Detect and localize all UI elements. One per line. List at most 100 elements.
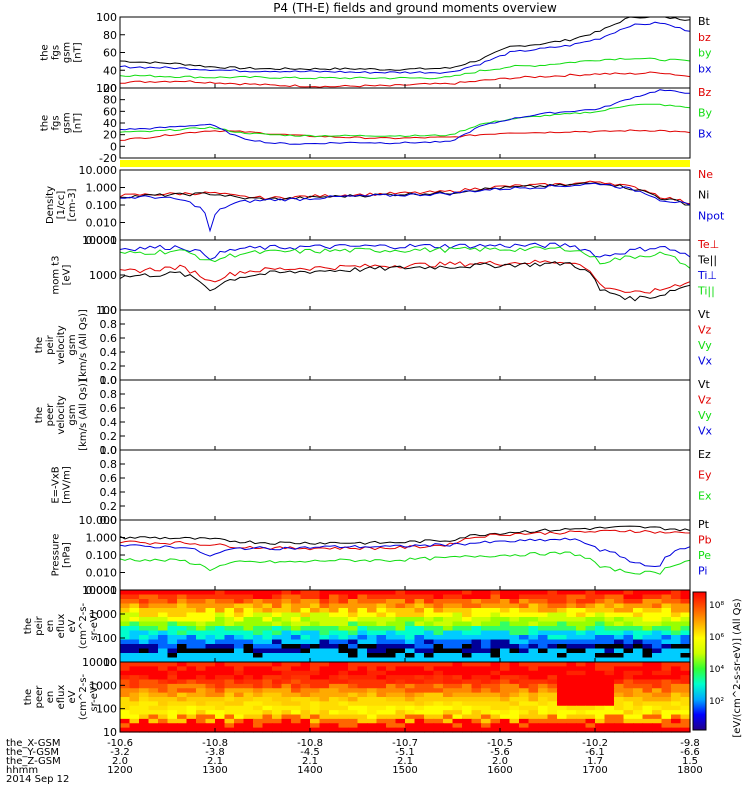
heatmap-cell xyxy=(329,594,340,600)
heatmap-cell xyxy=(661,648,672,654)
heatmap-cell xyxy=(443,718,454,724)
heatmap-cell xyxy=(576,692,587,698)
heatmap-cell xyxy=(215,653,226,659)
heatmap-cell xyxy=(386,718,397,724)
heatmap-cell xyxy=(642,697,653,702)
heatmap-cell xyxy=(585,727,596,733)
heatmap-cell xyxy=(243,590,254,596)
heatmap-cell xyxy=(319,714,330,720)
heatmap-cell xyxy=(424,697,435,702)
heatmap-cell xyxy=(310,657,321,663)
x-axis-value: 2.1 xyxy=(397,756,413,767)
heatmap-cell xyxy=(243,670,254,676)
heatmap-cell xyxy=(595,718,606,724)
heatmap-cell xyxy=(120,639,131,645)
heatmap-cell xyxy=(623,718,634,724)
heatmap-cell xyxy=(433,718,444,724)
heatmap-cell xyxy=(405,666,416,672)
heatmap-cell xyxy=(376,644,387,650)
heatmap-cell xyxy=(139,612,150,618)
heatmap-cell xyxy=(148,727,159,733)
heatmap-cell xyxy=(633,590,644,596)
heatmap-cell xyxy=(538,714,549,720)
heatmap-cell xyxy=(367,697,378,702)
heatmap-cell xyxy=(509,594,520,600)
heatmap-cell xyxy=(547,653,558,659)
heatmap-cell xyxy=(566,590,577,596)
heatmap-cell xyxy=(139,670,150,676)
heatmap-cell xyxy=(338,612,349,618)
heatmap-cell xyxy=(528,670,539,676)
heatmap-cell xyxy=(243,630,254,636)
heatmap-cell xyxy=(329,697,340,702)
heatmap-cell xyxy=(215,617,226,623)
heatmap-cell xyxy=(386,626,397,632)
heatmap-cell xyxy=(319,648,330,654)
heatmap-cell xyxy=(158,701,169,707)
heatmap-cell xyxy=(329,653,340,659)
y-axis-label: peir xyxy=(34,615,45,635)
heatmap-cell xyxy=(395,718,406,724)
heatmap-cell xyxy=(139,621,150,627)
heatmap-cell xyxy=(357,599,368,605)
y-axis-label: the xyxy=(34,337,45,353)
heatmap-cell xyxy=(585,718,596,724)
heatmap-cell xyxy=(452,653,463,659)
heatmap-cell xyxy=(215,727,226,733)
heatmap-cell xyxy=(215,718,226,724)
heatmap-cell xyxy=(566,688,577,694)
x-axis-value: -10.8 xyxy=(202,738,228,749)
heatmap-cell xyxy=(139,679,150,685)
heatmap-cell xyxy=(310,621,321,627)
heatmap-cell xyxy=(500,653,511,659)
heatmap-cell xyxy=(310,714,321,720)
heatmap-cell xyxy=(300,666,311,672)
heatmap-cell xyxy=(186,657,197,663)
heatmap-cell xyxy=(310,723,321,729)
heatmap-cell xyxy=(481,666,492,672)
heatmap-cell xyxy=(547,718,558,724)
heatmap-cell xyxy=(661,639,672,645)
heatmap-cell xyxy=(576,688,587,694)
heatmap-cell xyxy=(585,701,596,707)
y-tick-label: 0.8 xyxy=(100,458,118,471)
heatmap-cell xyxy=(462,599,473,605)
heatmap-cell xyxy=(604,688,615,694)
heatmap-cell xyxy=(576,701,587,707)
heatmap-cell xyxy=(177,617,188,623)
heatmap-cell xyxy=(148,670,159,676)
heatmap-cell xyxy=(300,662,311,667)
heatmap-cell xyxy=(671,653,682,659)
heatmap-cell xyxy=(405,603,416,609)
heatmap-cell xyxy=(167,648,178,654)
heatmap-cell xyxy=(661,723,672,729)
heatmap-cell xyxy=(481,710,492,716)
heatmap-cell xyxy=(376,653,387,659)
y-tick-label: 1000 xyxy=(89,269,117,282)
heatmap-cell xyxy=(300,644,311,650)
heatmap-cell xyxy=(443,692,454,698)
heatmap-cell xyxy=(348,675,359,681)
heatmap-cell xyxy=(262,727,273,733)
heatmap-cell xyxy=(585,683,596,689)
heatmap-cell xyxy=(443,621,454,627)
heatmap-cell xyxy=(224,590,235,596)
heatmap-cell xyxy=(471,608,482,614)
heatmap-cell xyxy=(186,608,197,614)
heatmap-cell xyxy=(158,675,169,681)
heatmap-cell xyxy=(319,630,330,636)
heatmap-cell xyxy=(661,617,672,623)
heatmap-cell xyxy=(585,599,596,605)
heatmap-cell xyxy=(215,621,226,627)
heatmap-cell xyxy=(158,617,169,623)
heatmap-cell xyxy=(490,662,501,667)
heatmap-cell xyxy=(186,701,197,707)
heatmap-cell xyxy=(329,599,340,605)
heatmap-cell xyxy=(424,718,435,724)
legend-label: Bz xyxy=(698,86,712,99)
heatmap-cell xyxy=(253,705,264,711)
heatmap-cell xyxy=(557,666,568,672)
heatmap-cell xyxy=(196,710,207,716)
heatmap-cell xyxy=(633,630,644,636)
